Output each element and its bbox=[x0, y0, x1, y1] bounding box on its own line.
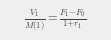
Text: $\frac{V_1}{M(1)} = \frac{F_1{-}F_0}{1{+}r_1}$: $\frac{V_1}{M(1)} = \frac{F_1{-}F_0}{1{+… bbox=[24, 8, 87, 32]
